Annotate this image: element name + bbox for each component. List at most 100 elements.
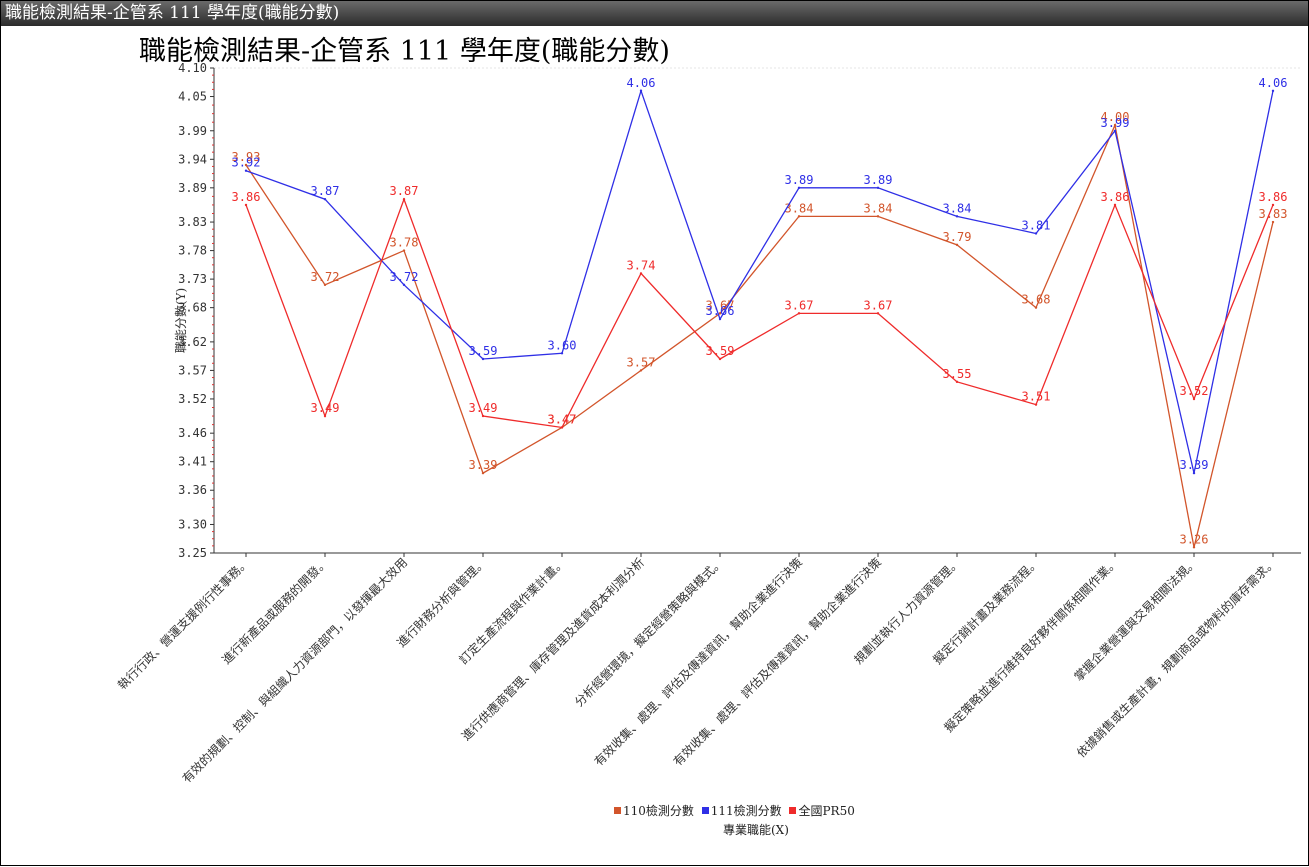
data-label: 3.52 [1180,384,1209,398]
data-point [1192,397,1196,401]
data-point [718,317,722,321]
legend-swatch-pr50 [789,807,797,814]
data-label: 3.66 [706,304,735,318]
data-label: 3.67 [706,298,735,312]
y-tick-label: 3.30 [178,517,207,531]
data-point [1192,471,1196,475]
data-label: 3.47 [548,412,577,426]
y-tick-label: 3.46 [178,426,207,440]
data-point [639,272,643,275]
data-label: 3.67 [785,298,814,312]
data-point [876,215,880,218]
x-category-label: 擬定策略並進行維持良好夥伴關係相關作業。 [941,555,1121,735]
legend-swatch-111 [701,807,709,814]
y-tick-label: 4.10 [178,61,207,75]
chart-legend: 110檢測分數 111檢測分數 全國PR50 [614,802,859,819]
data-label: 3.87 [311,184,340,198]
data-label: 3.81 [1022,218,1051,232]
data-label: 3.26 [1180,532,1209,546]
y-tick-label: 3.78 [178,244,207,258]
series-line-1 [245,88,1274,474]
data-point [402,249,406,252]
y-tick-label: 3.89 [178,181,207,195]
y-tick-label: 3.36 [178,483,207,497]
legend-item-pr50: 全國PR50 [789,804,855,818]
legend-item-110: 110檢測分數 [614,804,694,818]
data-point [1034,306,1038,309]
legend-swatch-110 [614,807,621,814]
data-label: 3.60 [548,338,577,352]
data-point [1192,546,1196,549]
data-label: 3.59 [706,344,735,358]
data-label: 4.06 [627,76,656,90]
data-label: 3.84 [785,201,814,215]
data-label: 3.83 [1259,207,1288,221]
x-axis-label: 專業職能(X) [723,823,789,837]
y-tick-label: 3.25 [178,546,207,560]
data-label: 3.74 [627,258,656,272]
legend-item-111: 111檢測分數 [701,804,782,818]
x-category-label: 進行供應商管理、庫存管理及進貨成本利潤分析 [458,555,647,744]
data-label: 3.51 [1022,390,1051,404]
data-point [1113,123,1117,127]
data-label: 3.93 [232,150,261,164]
data-point [323,198,327,201]
x-category-label: 掌握企業營運與交易相關法規。 [1071,555,1200,684]
data-point [244,169,248,172]
y-tick-label: 3.57 [178,363,207,377]
data-point [955,243,959,247]
data-point [1271,220,1275,224]
y-tick-label: 3.62 [178,335,207,349]
data-point [481,357,485,361]
data-point [560,426,564,429]
data-label: 3.84 [943,201,972,215]
y-tick-label: 3.94 [178,152,207,166]
x-category-label: 分析經營環境，擬定經營策略與模式。 [571,555,726,710]
data-point [323,283,327,287]
x-category-label: 執行行政、營運支援例行性事務。 [115,555,252,692]
data-point [639,89,643,93]
data-label: 3.39 [469,458,498,472]
data-point [797,312,801,315]
data-label: 4.06 [1259,76,1288,90]
data-point [323,414,327,418]
y-tick-label: 3.99 [178,124,207,138]
data-point [876,186,880,190]
data-point [481,471,485,475]
data-label: 3.47 [548,412,577,426]
data-label: 3.39 [1180,458,1209,472]
data-point [402,283,406,287]
data-label: 3.84 [864,201,893,215]
data-label: 3.57 [627,355,656,369]
data-point [1034,403,1038,406]
data-point [955,380,959,384]
data-point [1271,203,1275,207]
chart-title: 職能檢測結果-企管系 111 學年度(職能分數) [139,36,670,67]
data-label: 3.86 [1259,190,1288,204]
data-point [797,186,801,190]
x-category-label: 進行財務分析與管理。 [394,555,489,650]
y-axis-label: 職能分數(Y) [174,288,188,353]
data-point [560,352,564,355]
data-point [955,215,959,218]
y-tick-label: 4.05 [178,90,207,104]
legend-label-110: 110檢測分數 [623,804,694,818]
data-label: 3.92 [232,156,261,170]
data-label: 3.99 [1101,116,1130,130]
data-point [718,357,722,361]
data-label: 3.89 [864,173,893,187]
data-label: 3.49 [311,401,340,415]
data-label: 3.79 [943,230,972,244]
data-label: 3.59 [469,344,498,358]
data-point [402,198,406,201]
y-tick-label: 3.83 [178,215,207,229]
data-label: 3.86 [1101,190,1130,204]
window-titlebar: 職能檢測結果-企管系 111 學年度(職能分數) [1,1,1308,26]
data-label: 4.00 [1101,110,1130,124]
y-tick-label: 3.52 [178,392,207,406]
y-tick-label: 3.41 [178,455,207,469]
data-point [481,414,485,418]
data-point [1271,89,1275,93]
data-point [244,203,248,207]
